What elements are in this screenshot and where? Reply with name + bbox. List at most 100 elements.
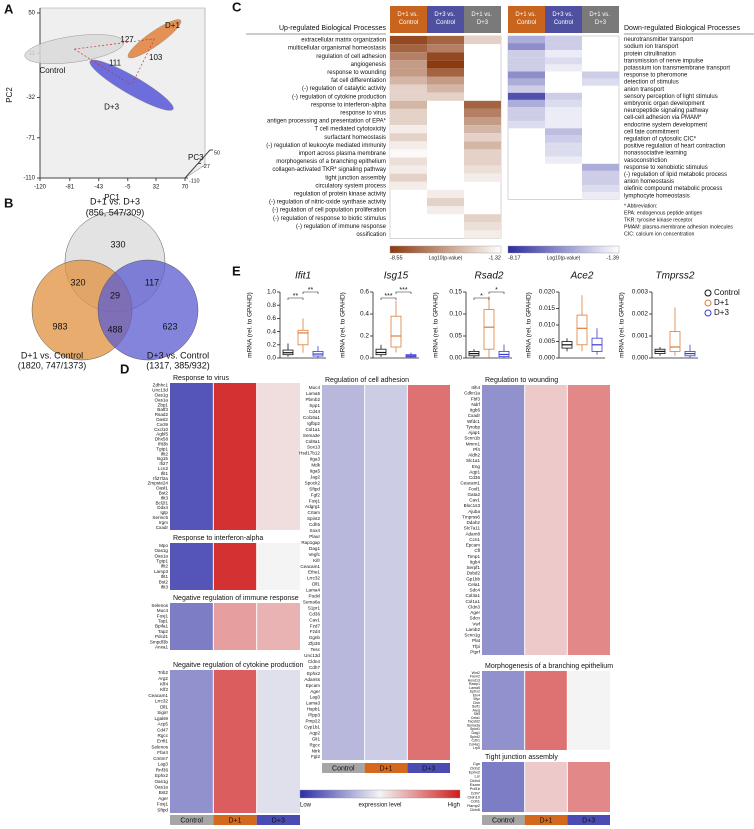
- heatmap-cell: [545, 64, 582, 72]
- gene-label: Itga3: [310, 457, 321, 462]
- heatmap-cell: [582, 78, 619, 86]
- y-tick-label: 0.000: [632, 355, 649, 362]
- heatmap-cell: [464, 222, 501, 231]
- column-header-label: D+1 vs. D+3: [471, 12, 493, 26]
- gene-label: Igtp: [160, 510, 168, 515]
- gene-label: Ephx2: [470, 690, 480, 694]
- gene-label: Ephx2: [155, 773, 168, 778]
- heatmap-cell: [390, 133, 427, 142]
- gene-label: Fgl2: [311, 754, 320, 759]
- term-label: protein citrullination: [624, 51, 676, 57]
- gene-label: Epcam: [306, 683, 320, 688]
- heatmap-cell: [390, 68, 427, 77]
- heatmap-cell: [390, 60, 427, 69]
- panel-label: E: [232, 263, 241, 278]
- gene-label: Gli1: [312, 736, 321, 741]
- gene-label: Lama5: [306, 391, 320, 396]
- heatmap-cell: [390, 165, 427, 174]
- significance-bracket: [473, 297, 490, 300]
- heatmap-title: Negaitve regulation of cytokine producti…: [173, 662, 303, 669]
- heatmap-block: [322, 385, 365, 760]
- gene-label: Cd47: [157, 727, 168, 732]
- gene-label: Crtam: [307, 510, 320, 515]
- gene-label: Kifr: [313, 558, 320, 563]
- significance-label: **: [308, 287, 314, 294]
- heatmap-cell: [582, 71, 619, 79]
- region-count: 330: [110, 239, 125, 249]
- heatmap-cell: [545, 156, 582, 164]
- distance-label: 127: [120, 35, 134, 44]
- gene-label: Batf3: [157, 407, 168, 412]
- y-tick-label: 0.00: [449, 355, 462, 362]
- gene-label: Lag3: [310, 695, 321, 700]
- colorbar-high: High: [448, 803, 460, 809]
- gene-label: Klf2: [160, 687, 168, 692]
- gene-label: Bpifa1: [155, 624, 168, 629]
- gene-label: Ntrk: [312, 748, 321, 753]
- group-bar-label: D+1: [228, 817, 241, 824]
- gene-label: Rasip1: [469, 682, 480, 686]
- gene-label: Sema3a: [467, 723, 480, 727]
- heatmap-block: [482, 671, 525, 750]
- gene-label: Tmprss6: [462, 514, 480, 519]
- y-tick-label: 0.05: [449, 333, 462, 340]
- heatmap-block: [256, 603, 300, 650]
- set-label: D+1 vs. Control: [21, 350, 83, 360]
- gene-label: Cxadr: [468, 413, 481, 418]
- y-axis-title: mRNA (rel. to GPAHD): [433, 292, 440, 358]
- panel-label: A: [4, 1, 14, 16]
- gene-label: Cdh7: [309, 665, 320, 670]
- distance-line: [74, 48, 132, 86]
- gene-label: Sft4: [474, 712, 480, 716]
- term-label: potassium ion transmembrane transport: [624, 66, 730, 72]
- gene-label: Acp5: [158, 722, 169, 727]
- region-count: 983: [52, 321, 67, 331]
- heatmap-cell: [390, 181, 427, 190]
- gene-label: Bst2: [159, 790, 169, 795]
- gene-label: Ccn1: [469, 537, 480, 542]
- gene-label: Cyp1b1: [304, 724, 320, 729]
- group-bar: [567, 815, 610, 825]
- heatmap-cell: [545, 99, 582, 107]
- y-tick-label: 0.4: [267, 328, 276, 335]
- heatmap-cell: [545, 36, 582, 44]
- heatmap-block: [213, 543, 257, 590]
- group-bar-label: Control: [492, 817, 515, 824]
- set-label: D+1 vs. D+3: [90, 196, 140, 206]
- gene-label: Lamp3: [154, 569, 168, 574]
- column-header: [427, 6, 464, 33]
- gene-label: Jag2: [310, 474, 320, 479]
- gene-label: Podxl: [309, 594, 321, 599]
- gene-label: Tap2: [158, 629, 168, 634]
- section-title: Down-regulated Biological Processes: [624, 25, 740, 32]
- gene-label: Sox13: [307, 445, 320, 450]
- heatmap-title: Response to virus: [173, 375, 230, 382]
- heatmap-cell: [582, 163, 619, 171]
- significance-bracket: [302, 291, 319, 294]
- plot-title: Rsad2: [475, 271, 504, 282]
- gene-label: Ager: [310, 689, 320, 694]
- gene-label: Fbf3: [471, 396, 481, 401]
- y-tick-label: 0.15: [449, 289, 462, 296]
- heatmap-title: Response to interferon-alpha: [173, 535, 263, 542]
- gene-label: Spint2: [307, 516, 320, 521]
- term-label: (-) regulation of response to biotic sti…: [273, 216, 386, 222]
- heatmap-block: [524, 762, 568, 812]
- heatmap-cell: [508, 36, 545, 44]
- gene-label: Adam8: [465, 531, 480, 536]
- gene-label: Oas1g: [154, 779, 168, 784]
- term-label: detection of stimulus: [624, 80, 679, 86]
- gene-label: Col3a1: [465, 593, 480, 598]
- heatmap-cell: [464, 100, 501, 109]
- group-bar-label: D+1: [379, 765, 392, 772]
- gene-label: Sema6a: [303, 599, 321, 604]
- x-tick-label: -81: [65, 185, 74, 191]
- gene-label: Smpdl3b: [150, 639, 169, 644]
- gene-label: Vwf: [472, 621, 480, 626]
- gene-label: Plpp3: [308, 713, 320, 718]
- gene-label: Zfp36: [308, 641, 320, 646]
- heatmap-cell: [545, 43, 582, 51]
- legend-label: D+1: [714, 298, 729, 307]
- gene-label: Ramp2: [467, 803, 480, 808]
- heatmap-cell: [508, 71, 545, 79]
